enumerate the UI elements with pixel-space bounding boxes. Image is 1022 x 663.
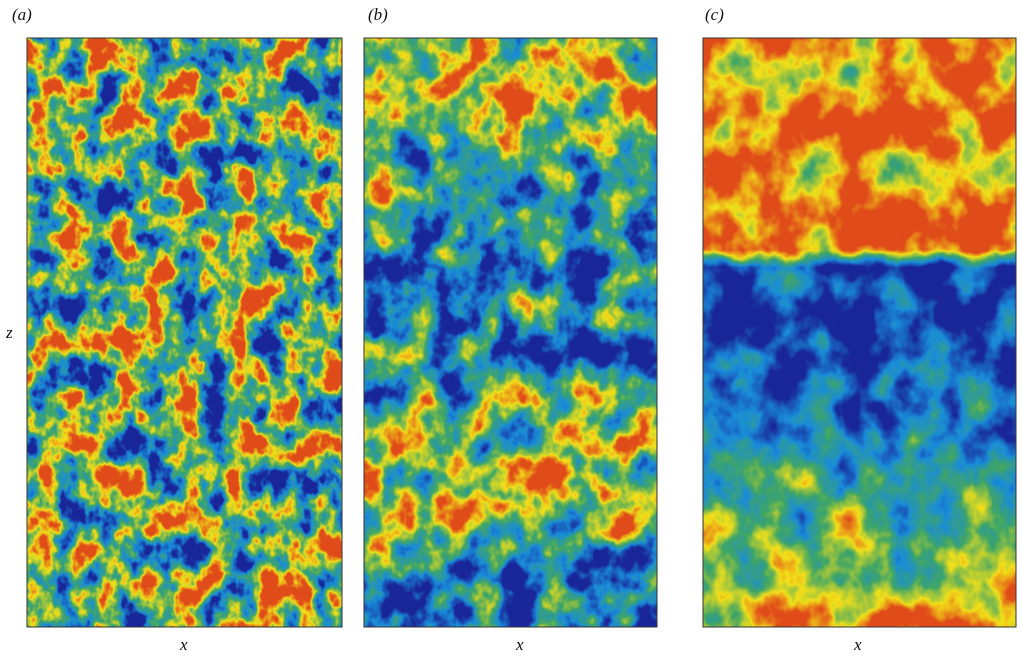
field-image [364, 38, 657, 627]
field-image [703, 38, 1016, 627]
field-image [27, 38, 342, 627]
x-axis-label: x [853, 635, 862, 654]
x-axis-label: x [179, 635, 188, 654]
panel-label: (b) [368, 5, 388, 24]
y-axis-label: z [5, 323, 13, 342]
panel-label: (c) [705, 5, 724, 24]
x-axis-label: x [515, 635, 524, 654]
panel-a: (a) z x [5, 5, 342, 654]
panel-label: (a) [12, 5, 32, 24]
figure: (a) z x (b) x (c) x [0, 0, 1022, 658]
panel-b: (b) x [364, 5, 657, 654]
panel-c: (c) x [703, 5, 1016, 654]
page: (a) z x (b) x (c) x (() => { const data … [0, 0, 1022, 658]
